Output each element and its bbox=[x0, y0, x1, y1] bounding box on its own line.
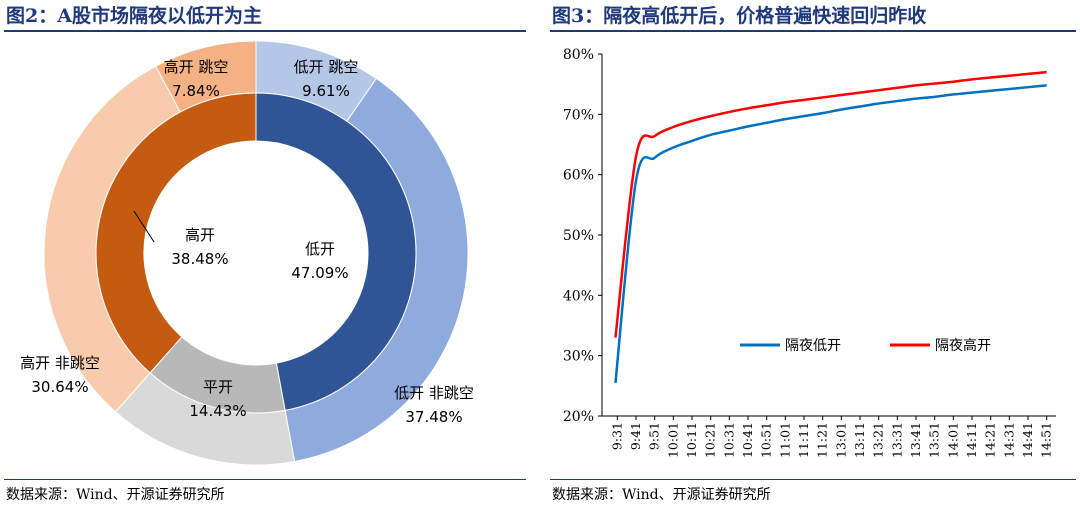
x-tick-label: 10:11 bbox=[684, 422, 699, 458]
label-di-kai-tiao-kong-value: 9.61% bbox=[302, 82, 350, 100]
label-di-kai-value: 47.09% bbox=[291, 264, 348, 282]
y-tick-label: 30% bbox=[563, 349, 594, 365]
x-tick-label: 10:31 bbox=[721, 422, 736, 458]
x-tick-label: 13:11 bbox=[852, 422, 867, 458]
y-tick-label: 40% bbox=[563, 288, 594, 304]
x-tick-label: 10:01 bbox=[665, 422, 680, 458]
x-tick-label: 9:51 bbox=[647, 422, 662, 450]
x-tick-label: 10:51 bbox=[759, 422, 774, 458]
x-tick-label: 13:01 bbox=[833, 422, 848, 458]
series-line-high-open bbox=[614, 70, 1047, 338]
x-tick-label: 14:21 bbox=[983, 422, 998, 458]
right-source: 数据来源：Wind、开源证券研究所 bbox=[552, 487, 771, 503]
label-ping-kai-name: 平开 bbox=[203, 378, 233, 396]
x-ticks: 9:31 9:41 9:51 10:01 10:11 10:21 10:31 10:41 10:… bbox=[609, 416, 1054, 458]
left-title-rule bbox=[4, 30, 526, 32]
left-source-rule bbox=[4, 479, 526, 480]
label-gao-kai-tiao-kong-value: 7.84% bbox=[172, 82, 220, 100]
label-di-kai-fei-tiao-kong-value: 37.48% bbox=[405, 408, 462, 426]
x-tick-label: 13:21 bbox=[871, 422, 886, 458]
series-lines bbox=[614, 70, 1047, 383]
x-tick-label: 9:41 bbox=[628, 422, 643, 450]
label-gao-kai-fei-tiao-kong-name: 高开 非跳空 bbox=[20, 354, 100, 372]
label-gao-kai-value: 38.48% bbox=[171, 250, 228, 268]
y-tick-label: 20% bbox=[563, 409, 594, 425]
y-tick-label: 50% bbox=[563, 228, 594, 244]
inner-slice-0 bbox=[255, 92, 417, 411]
left-source: 数据来源：Wind、开源证券研究所 bbox=[6, 487, 225, 503]
inner-slice-2 bbox=[95, 92, 257, 374]
inner-ring bbox=[95, 92, 417, 414]
x-tick-label: 11:01 bbox=[777, 422, 792, 458]
x-tick-label: 11:21 bbox=[815, 422, 830, 458]
x-tick-label: 9:31 bbox=[609, 422, 624, 450]
legend-label-high-open: 隔夜高开 bbox=[935, 337, 991, 354]
label-di-kai-tiao-kong-name: 低开 跳空 bbox=[294, 58, 359, 76]
x-tick-label: 10:41 bbox=[740, 422, 755, 458]
x-tick-label: 14:51 bbox=[1039, 422, 1054, 458]
x-tick-label: 13:41 bbox=[908, 422, 923, 458]
y-ticks: 20% 30% 40% 50% 60% 70% 80% bbox=[563, 47, 602, 425]
label-gao-kai-name: 高开 bbox=[185, 226, 215, 244]
label-di-kai-fei-tiao-kong-name: 低开 非跳空 bbox=[394, 384, 474, 402]
outer-ring bbox=[43, 40, 469, 466]
x-tick-label: 13:51 bbox=[927, 422, 942, 458]
label-ping-kai-value: 14.43% bbox=[189, 402, 246, 420]
gao-kai-leader-line bbox=[133, 210, 155, 243]
x-tick-label: 14:01 bbox=[945, 422, 960, 458]
x-tick-label: 10:21 bbox=[703, 422, 718, 458]
x-tick-label: 14:11 bbox=[964, 422, 979, 458]
label-gao-kai-fei-tiao-kong-value: 30.64% bbox=[31, 378, 88, 396]
legend-label-low-open: 隔夜低开 bbox=[785, 338, 841, 354]
right-source-rule bbox=[550, 479, 1076, 480]
legend: 隔夜低开 隔夜高开 bbox=[740, 337, 991, 354]
y-tick-label: 80% bbox=[563, 47, 594, 63]
label-di-kai-name: 低开 bbox=[305, 240, 335, 258]
x-tick-label: 14:41 bbox=[1020, 422, 1035, 458]
right-figure-title: 图3：隔夜高低开后，价格普遍快速回归昨收 bbox=[552, 5, 927, 27]
donut-chart: 高开 跳空 7.84% 低开 跳空 9.61% 高开 38.48% 低开 47.… bbox=[20, 40, 474, 466]
y-tick-label: 60% bbox=[563, 168, 594, 184]
series-line-low-open bbox=[614, 84, 1047, 383]
x-tick-label: 14:31 bbox=[1001, 422, 1016, 458]
y-tick-label: 70% bbox=[563, 107, 594, 123]
line-chart: 20% 30% 40% 50% 60% 70% 80% 9:31 9:41 9:51 10:01 1… bbox=[563, 47, 1056, 458]
label-gao-kai-tiao-kong-name: 高开 跳空 bbox=[164, 58, 229, 76]
right-title-rule bbox=[550, 30, 1076, 32]
left-figure-title: 图2：A股市场隔夜以低开为主 bbox=[6, 5, 262, 27]
x-tick-label: 13:31 bbox=[889, 422, 904, 458]
x-tick-label: 11:11 bbox=[796, 422, 811, 458]
